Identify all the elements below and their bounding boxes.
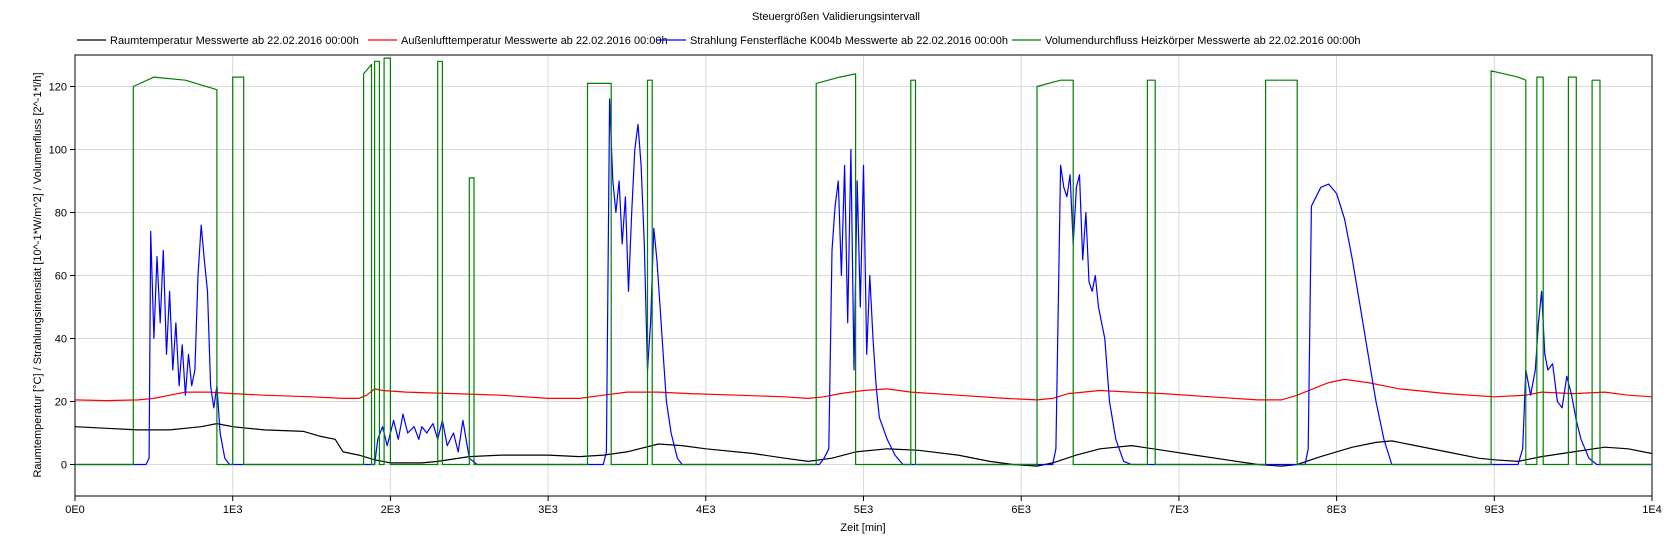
y-tick-label: 40: [55, 334, 67, 346]
legend-label-raumtemperatur: Raumtemperatur Messwerte ab 22.02.2016 0…: [110, 35, 359, 47]
x-tick-label: 5E3: [854, 504, 874, 516]
y-tick-label: 20: [55, 397, 67, 409]
x-tick-label: 1E4: [1642, 504, 1662, 516]
x-tick-label: 6E3: [1011, 504, 1031, 516]
y-tick-label: 0: [61, 460, 67, 472]
legend-label-volumendurchfluss: Volumendurchfluss Heizkörper Messwerte a…: [1045, 35, 1361, 47]
y-tick-label: 100: [49, 145, 67, 157]
y-tick-label: 120: [49, 82, 67, 94]
y-tick-label: 60: [55, 271, 67, 283]
x-tick-label: 1E3: [223, 504, 243, 516]
x-tick-label: 3E3: [538, 504, 558, 516]
legend: Raumtemperatur Messwerte ab 22.02.2016 0…: [77, 35, 1361, 47]
x-tick-label: 8E3: [1327, 504, 1347, 516]
y-axis-label: Raumtemperatur [°C] / Strahlungsintensit…: [32, 72, 44, 477]
legend-label-strahlung: Strahlung Fensterfläche K004b Messwerte …: [690, 35, 1008, 47]
series-lines: [74, 57, 1653, 467]
x-tick-label: 7E3: [1169, 504, 1189, 516]
series-aussenlufttemperatur-line: [74, 378, 1653, 402]
legend-label-aussenlufttemperatur: Außenlufttemperatur Messwerte ab 22.02.2…: [401, 35, 668, 47]
y-axis-ticks: 0 20 40 60 80 100 120: [49, 82, 75, 472]
grid: [74, 55, 1653, 496]
x-tick-label: 2E3: [381, 504, 401, 516]
x-tick-label: 0E0: [65, 504, 85, 516]
y-tick-label: 80: [55, 208, 67, 220]
series-volumendurchfluss-line: [75, 57, 1652, 466]
x-axis-label: Zeit [min]: [840, 522, 885, 534]
x-axis-ticks: 0E0 1E3 2E3 3E3 4E3 5E3 6E3 7E3 8E3 9E3 1E4: [65, 496, 1662, 516]
x-tick-label: 4E3: [696, 504, 716, 516]
series-strahlung-line: [75, 98, 1652, 466]
chart-title: Steuergrößen Validierungsintervall: [752, 11, 920, 23]
x-tick-label: 9E3: [1485, 504, 1505, 516]
